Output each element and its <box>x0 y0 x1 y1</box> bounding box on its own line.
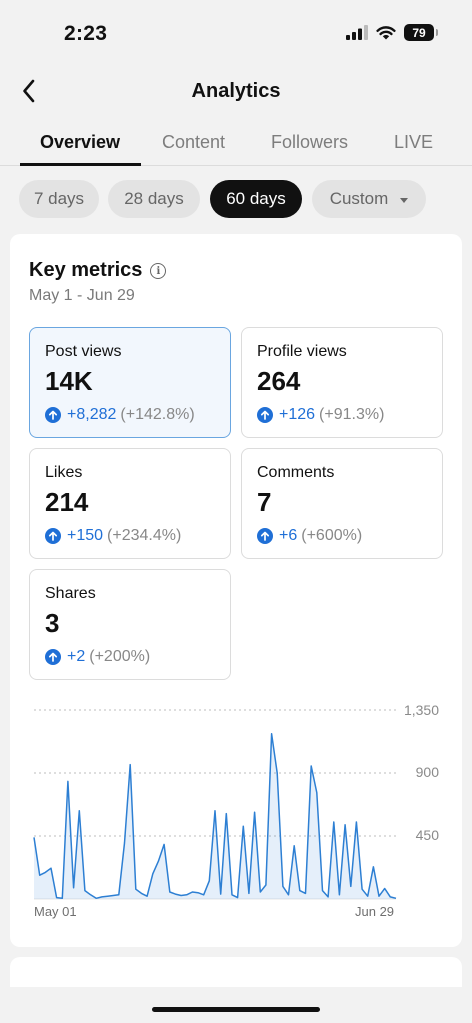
metric-delta: +6 <box>279 527 298 544</box>
metric-tile-post-views[interactable]: Post views 14K +8,282 (+142.8%) <box>29 327 231 438</box>
range-chip-label: 60 days <box>226 189 286 208</box>
x-tick-label: Jun 29 <box>355 904 395 919</box>
range-chip-28-days[interactable]: 28 days <box>108 180 200 218</box>
metric-percent: (+600%) <box>301 527 363 544</box>
tab-bar: Overview Content Followers LIVE <box>0 124 472 166</box>
arrow-up-icon <box>257 407 273 423</box>
metric-value: 214 <box>45 487 89 517</box>
cellular-signal-icon <box>346 25 368 40</box>
battery-level: 79 <box>412 25 426 40</box>
range-chip-label: 7 days <box>33 189 85 208</box>
metric-percent: (+234.4%) <box>107 527 182 544</box>
active-tab-indicator <box>20 163 141 166</box>
metric-value: 7 <box>257 487 272 517</box>
metric-tile-profile-views[interactable]: Profile views 264 +126 (+91.3%) <box>241 327 443 438</box>
post-views-chart: 1,350 900 450 May 01 Jun 29 <box>10 694 462 944</box>
arrow-up-icon <box>257 528 273 544</box>
arrow-up-icon <box>45 407 61 423</box>
x-tick-label: May 01 <box>34 904 77 919</box>
wifi-icon <box>376 26 396 40</box>
date-range-chips: 7 days 28 days 60 days Custom <box>0 180 472 220</box>
caret-down-icon <box>400 197 409 203</box>
metric-delta: +8,282 <box>67 406 117 423</box>
info-icon[interactable]: i <box>150 263 167 279</box>
metric-tile-shares[interactable]: Shares 3 +2 (+200%) <box>29 569 231 680</box>
range-chip-label: 28 days <box>124 189 184 208</box>
arrow-up-icon <box>45 528 61 544</box>
chart-plot <box>33 709 397 900</box>
y-tick-label: 450 <box>415 827 439 843</box>
metric-label: Comments <box>257 464 335 481</box>
tab-followers[interactable]: Followers <box>271 132 349 152</box>
key-metrics-card: Key metrics i May 1 - Jun 29 Post views … <box>10 234 462 947</box>
key-metrics-title: Key metrics <box>29 259 143 281</box>
metric-tile-comments[interactable]: Comments 7 +6 (+600%) <box>241 448 443 559</box>
y-tick-label: 900 <box>415 764 439 780</box>
tab-overview[interactable]: Overview <box>40 132 121 152</box>
range-chip-60-days[interactable]: 60 days <box>210 180 302 218</box>
metric-change: +150 (+234.4%) <box>45 527 181 545</box>
metric-label: Likes <box>45 464 83 481</box>
tab-live[interactable]: LIVE <box>394 132 434 152</box>
status-time: 2:23 <box>64 22 108 45</box>
arrow-up-icon <box>45 649 61 665</box>
metric-change: +2 (+200%) <box>45 648 150 666</box>
metric-change: +126 (+91.3%) <box>257 406 384 424</box>
status-bar: 2:23 79 <box>0 0 472 70</box>
metric-value: 264 <box>257 366 301 396</box>
next-card <box>10 957 462 987</box>
nav-header: Analytics <box>0 70 472 114</box>
metric-label: Shares <box>45 585 96 602</box>
metric-percent: (+200%) <box>89 648 151 665</box>
range-chip-custom[interactable]: Custom <box>312 180 426 218</box>
back-button[interactable] <box>14 76 44 106</box>
metric-tile-likes[interactable]: Likes 214 +150 (+234.4%) <box>29 448 231 559</box>
y-tick-label: 1,350 <box>403 702 439 718</box>
range-chip-label: Custom <box>329 189 389 208</box>
key-metrics-header: Key metrics i <box>29 259 167 282</box>
metric-percent: (+142.8%) <box>120 406 195 423</box>
metric-value: 3 <box>45 608 60 638</box>
tab-content[interactable]: Content <box>162 132 226 152</box>
metric-delta: +126 <box>279 406 316 423</box>
metric-change: +8,282 (+142.8%) <box>45 406 195 424</box>
series-line <box>33 733 397 900</box>
range-chip-7-days[interactable]: 7 days <box>19 180 99 218</box>
home-indicator <box>152 1007 320 1012</box>
metric-change: +6 (+600%) <box>257 527 362 545</box>
metric-value: 14K <box>45 366 93 396</box>
battery-icon: 79 <box>404 24 438 41</box>
chevron-left-icon <box>23 79 35 103</box>
metric-label: Post views <box>45 343 122 360</box>
page-title: Analytics <box>191 80 281 102</box>
status-icons: 79 <box>346 24 438 41</box>
metric-label: Profile views <box>257 343 347 360</box>
metric-delta: +150 <box>67 527 104 544</box>
metric-delta: +2 <box>67 648 86 665</box>
date-range-label: May 1 - Jun 29 <box>29 287 135 304</box>
metric-percent: (+91.3%) <box>319 406 385 423</box>
